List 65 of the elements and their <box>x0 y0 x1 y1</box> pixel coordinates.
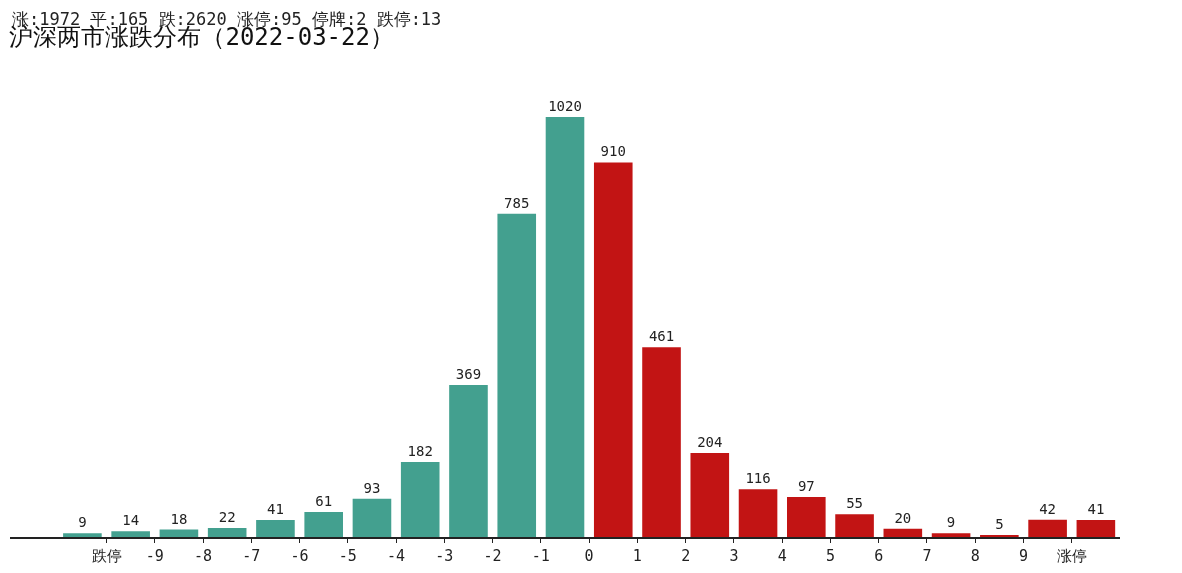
data-label: 182 <box>407 443 433 460</box>
bar <box>449 385 488 537</box>
bar <box>593 162 633 537</box>
x-tick-label: 8 <box>970 546 980 565</box>
bar <box>159 529 199 537</box>
x-tick-label: -3 <box>435 546 454 565</box>
data-label: 14 <box>122 512 140 529</box>
x-tick-label: -5 <box>338 546 357 565</box>
bar <box>352 498 392 537</box>
data-label: 9 <box>946 514 956 531</box>
data-label: 61 <box>315 492 333 509</box>
bar <box>400 462 440 537</box>
bar <box>690 453 730 537</box>
x-tick-label: 0 <box>584 546 594 565</box>
bar <box>1028 519 1067 537</box>
x-tick-label: 2 <box>681 546 691 565</box>
data-label: 9 <box>78 514 87 531</box>
data-label: 910 <box>600 143 626 160</box>
data-label: 97 <box>797 478 815 495</box>
data-label: 18 <box>170 510 188 527</box>
x-tick-label: 6 <box>874 546 884 565</box>
x-tick-label: 4 <box>777 546 787 565</box>
bar <box>738 489 778 537</box>
x-tick-label: -7 <box>242 546 261 565</box>
bar <box>980 534 1019 537</box>
data-label: 1020 <box>548 98 582 115</box>
data-label: 461 <box>648 328 675 345</box>
bar <box>497 213 537 537</box>
x-tick-label: 涨停 <box>1056 546 1087 565</box>
x-tick-label: 5 <box>825 546 835 565</box>
x-tick-label: -6 <box>290 546 309 565</box>
bar <box>787 497 826 537</box>
x-tick-label: 3 <box>729 546 739 565</box>
bar <box>111 531 150 537</box>
data-label: 20 <box>894 509 912 526</box>
bar <box>835 514 874 537</box>
data-label: 55 <box>846 495 863 512</box>
bar <box>931 533 971 537</box>
x-tick-label: -4 <box>387 546 406 565</box>
x-tick-label: -1 <box>531 546 550 565</box>
x-tick-label: -2 <box>483 546 502 565</box>
bar <box>256 520 295 537</box>
data-label: 785 <box>504 194 530 211</box>
bar <box>1076 520 1116 537</box>
bar <box>63 533 102 537</box>
data-label: 369 <box>455 366 482 383</box>
data-label: 42 <box>1039 500 1057 517</box>
x-tick-label: 9 <box>1018 546 1028 565</box>
x-tick-label: 1 <box>632 546 642 565</box>
x-tick-label: 7 <box>922 546 932 565</box>
bar <box>207 527 247 537</box>
data-label: 116 <box>745 470 771 487</box>
x-tick-label: -8 <box>194 546 213 565</box>
x-tick-label: 跌停 <box>91 546 122 565</box>
data-label: 204 <box>697 434 723 451</box>
data-label: 41 <box>267 501 284 518</box>
x-tick-label: -9 <box>145 546 164 565</box>
data-label: 22 <box>218 508 236 525</box>
data-label: 41 <box>1087 501 1105 518</box>
data-label: 5 <box>995 515 1004 532</box>
bar <box>642 347 681 537</box>
data-label: 93 <box>363 479 381 496</box>
bar <box>545 117 585 537</box>
bar <box>304 511 343 537</box>
bar <box>883 528 923 537</box>
